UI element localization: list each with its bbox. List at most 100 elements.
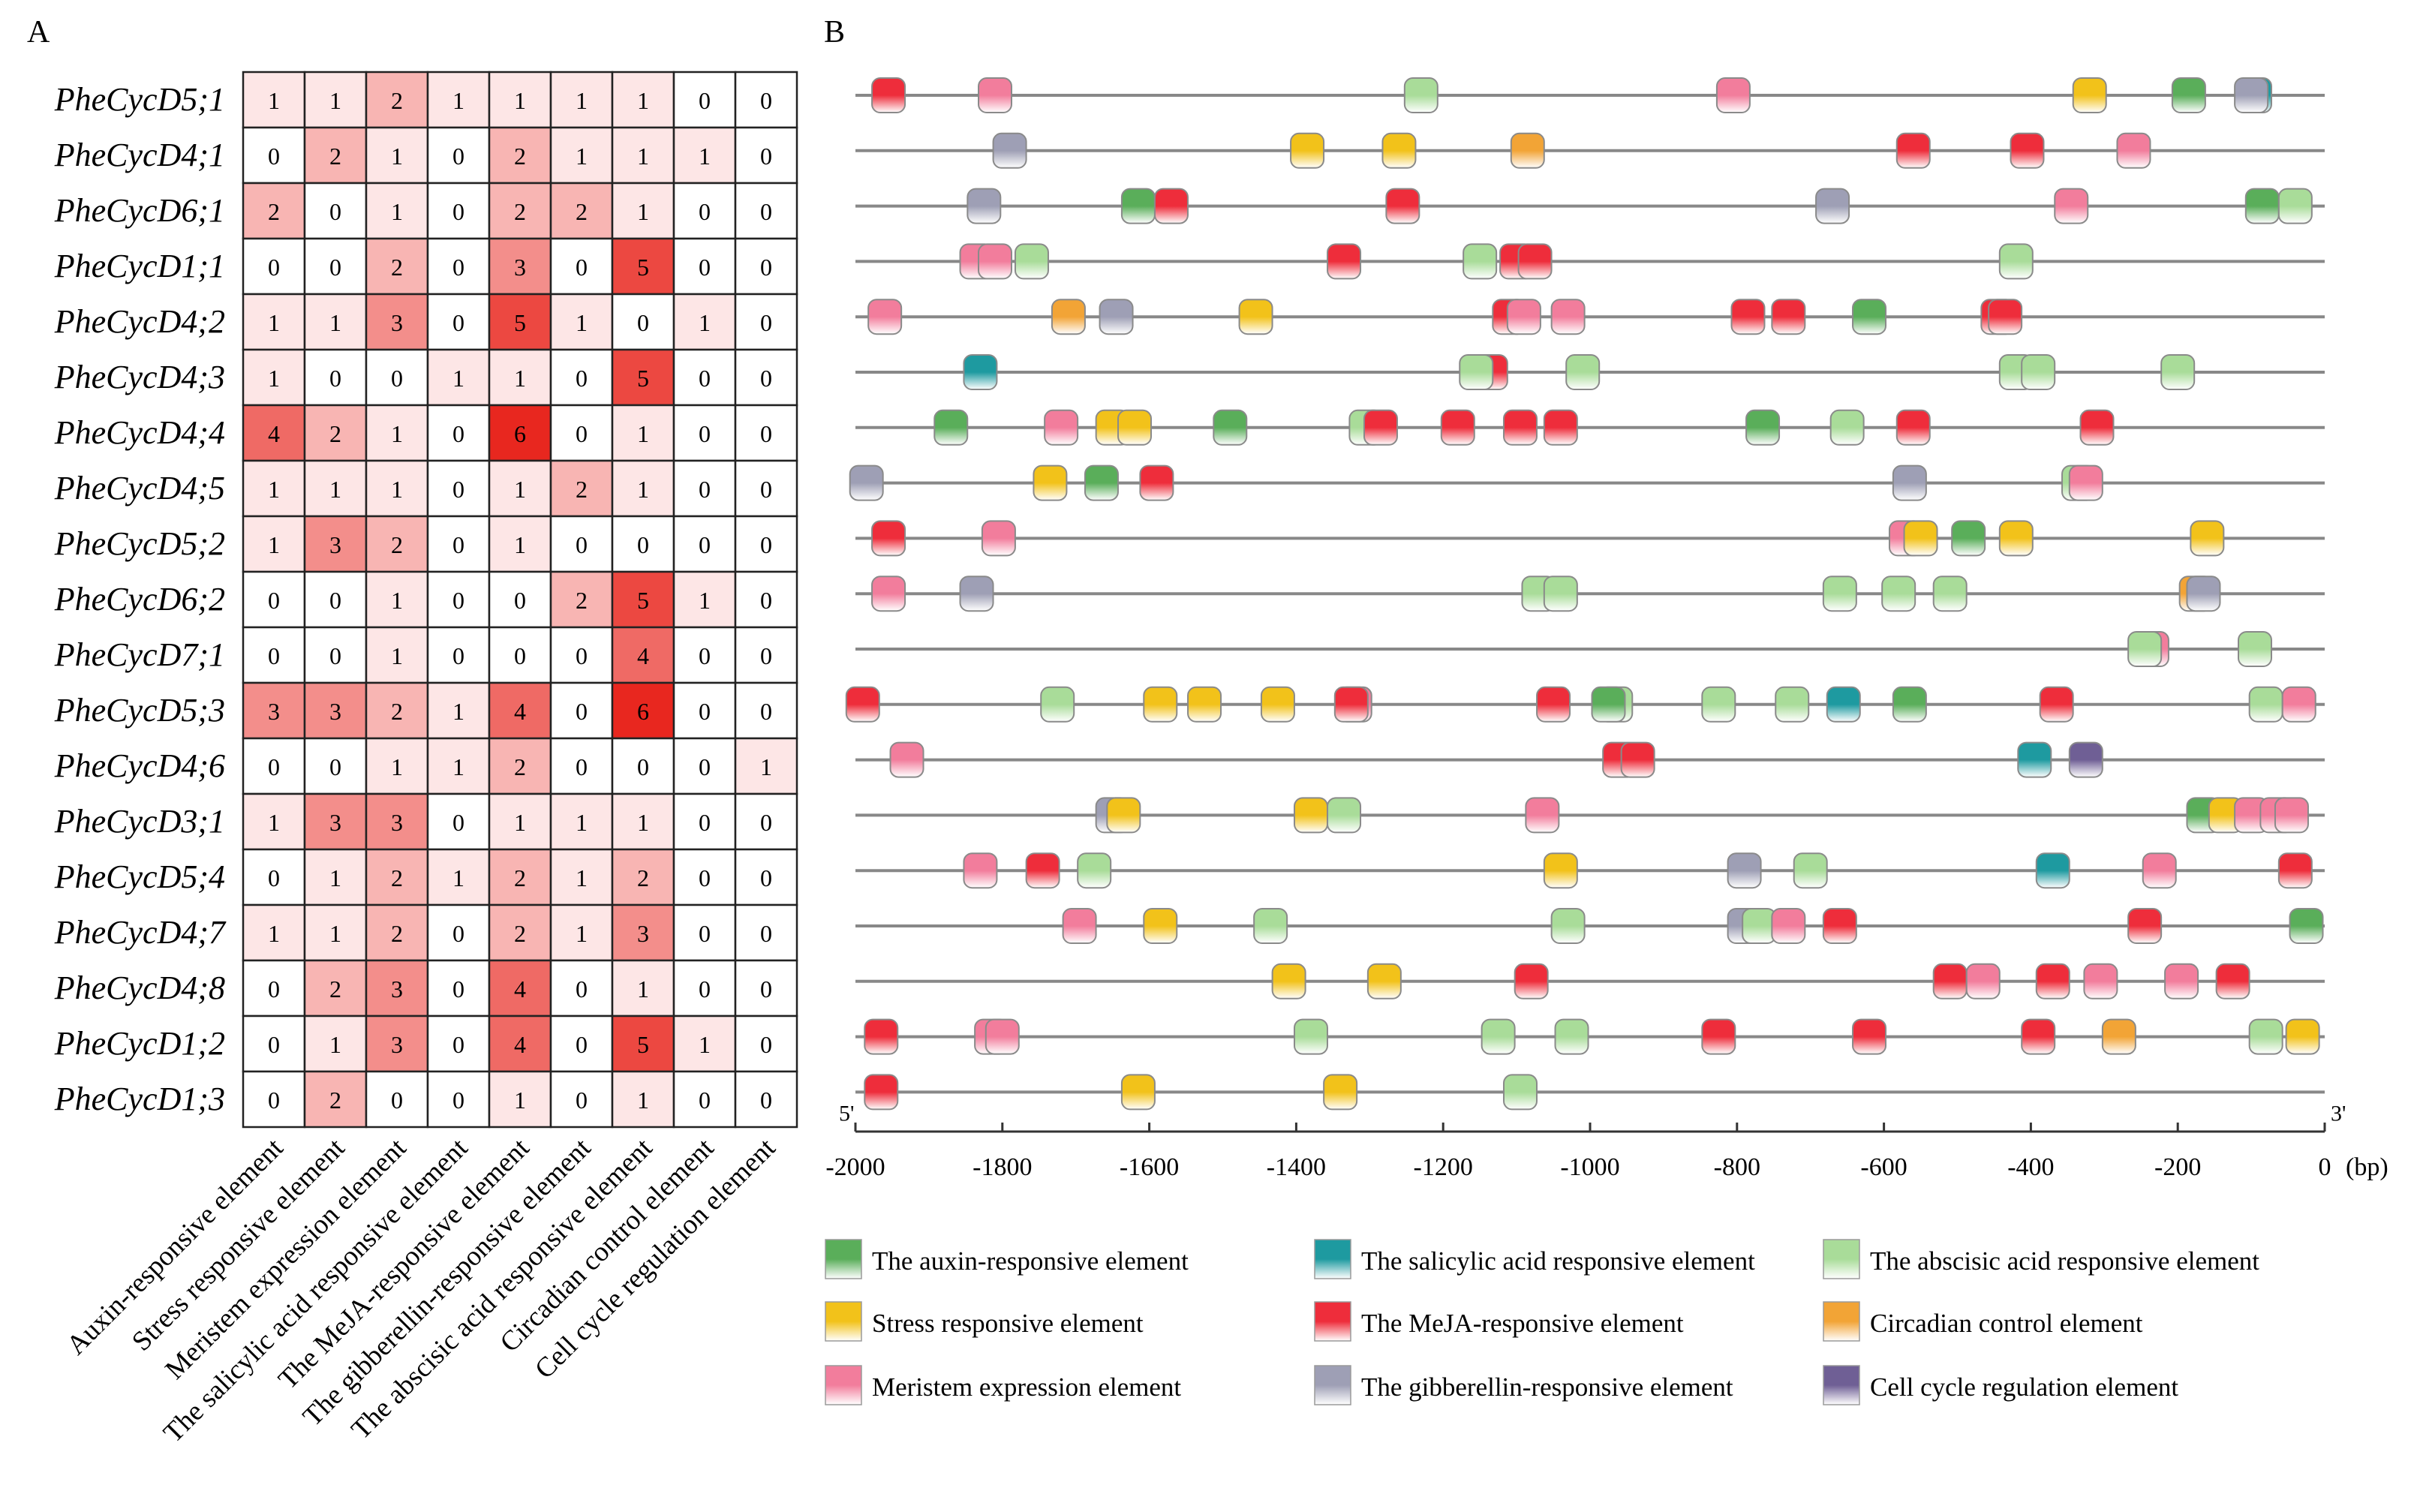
x-tick-label: -200 [2154, 1153, 2201, 1181]
heatmap-cell-value: 3 [268, 698, 280, 725]
heatmap-cell-value: 2 [329, 143, 341, 170]
legend-label: Meristem expression element [872, 1372, 1181, 1402]
heatmap-cell [734, 570, 798, 629]
motif-gibberellin [1099, 299, 1134, 335]
motif-gibberellin [967, 188, 1002, 224]
motif-meristem [2083, 963, 2118, 999]
heatmap-cell-value: 3 [391, 309, 403, 336]
heatmap-cell-value: 2 [576, 476, 588, 503]
x-axis-unit: (bp) [2346, 1153, 2388, 1181]
motif-meja [2010, 132, 2045, 169]
gene-label: PheCycD4;4 [54, 414, 225, 451]
motif-salicylic [2017, 741, 2052, 778]
heatmap-cell [365, 848, 429, 906]
heatmap-cell-value: 0 [699, 809, 711, 836]
heatmap-cell-value: 1 [637, 87, 649, 114]
heatmap-cell-value: 0 [268, 1031, 280, 1058]
heatmap-cell [734, 459, 798, 518]
motif-stress [2072, 77, 2107, 113]
motif-meristem [1044, 409, 1079, 446]
heatmap-cell-value: 0 [268, 753, 280, 780]
heatmap-cell [242, 404, 306, 462]
motif-meristem [2068, 464, 2103, 501]
heatmap-cell-value: 0 [452, 1031, 464, 1058]
heatmap-cell-value: 0 [329, 753, 341, 780]
heatmap-cell-value: 0 [452, 642, 464, 669]
heatmap-cell [734, 348, 798, 407]
legend-swatch-stress [825, 1301, 862, 1342]
motif-meristem [981, 520, 1016, 557]
heatmap-cell-value: 3 [637, 920, 649, 947]
five-prime-label: 5' [839, 1101, 854, 1126]
legend-label: The auxin-responsive element [872, 1246, 1189, 1276]
heatmap-cell-value: 0 [452, 809, 464, 836]
motif-meja [864, 1074, 899, 1111]
heatmap-cell-value: 0 [760, 476, 772, 503]
heatmap-cell-value: 0 [514, 587, 526, 614]
legend-swatch-auxin [825, 1239, 862, 1279]
heatmap-cell [672, 71, 737, 129]
heatmap-cell-value: 1 [637, 809, 649, 836]
heatmap-cell [303, 737, 368, 795]
heatmap-cell-value: 0 [760, 1087, 772, 1114]
heatmap-cell [365, 182, 429, 240]
heatmap-cell-value: 0 [576, 753, 588, 780]
motif-meristem [1550, 299, 1586, 335]
heatmap-cell-value: 0 [760, 642, 772, 669]
heatmap-cell-value: 1 [329, 87, 341, 114]
heatmap-cell-value: 0 [760, 309, 772, 336]
heatmap-cell [611, 1015, 675, 1073]
motif-meristem [2116, 132, 2151, 169]
heatmap-cell [734, 681, 798, 740]
motif-stress [1323, 1074, 1358, 1111]
motif-circadian [2101, 1018, 2136, 1055]
heatmap-cell [611, 903, 675, 962]
heatmap-cell-value: 0 [699, 476, 711, 503]
motif-gibberellin [992, 132, 1027, 169]
heatmap-cell-value: 0 [452, 254, 464, 281]
heatmap-cell [549, 626, 614, 684]
heatmap-cell-value: 5 [514, 309, 526, 336]
heatmap-cell-value: 2 [391, 87, 403, 114]
legend-label: The gibberellin-responsive element [1361, 1372, 1733, 1402]
motif-stress [1143, 686, 1178, 723]
heatmap-cell-value: 0 [391, 365, 403, 392]
heatmap-cell [488, 626, 552, 684]
motif-auxin [2244, 188, 2280, 224]
motif-gibberellin [959, 576, 994, 612]
motif-stress [1120, 1074, 1156, 1111]
heatmap-cell-value: 0 [452, 420, 464, 447]
heatmap-cell [365, 1015, 429, 1073]
motif-abscisic [1742, 908, 1777, 944]
heatmap-cell-value: 0 [452, 920, 464, 947]
heatmap-cell-value: 1 [452, 864, 464, 891]
heatmap-cell-value: 1 [699, 143, 711, 170]
motif-abscisic [2127, 631, 2163, 667]
heatmap-cell [734, 1070, 798, 1129]
motif-stress [1143, 908, 1178, 944]
heatmap-cell [242, 459, 306, 518]
gene-label: PheCycD6;2 [54, 581, 225, 618]
motif-auxin [1852, 299, 1887, 335]
legend-label: Cell cycle regulation element [1870, 1372, 2178, 1402]
heatmap-cell [549, 570, 614, 629]
motif-gibberellin [2234, 77, 2269, 113]
heatmap-cell-value: 2 [391, 864, 403, 891]
heatmap-cell [242, 848, 306, 906]
heatmap-cell-value: 1 [452, 698, 464, 725]
motif-abscisic [1701, 686, 1736, 723]
gene-label: PheCycD5;4 [54, 858, 225, 895]
heatmap-cell-value: 0 [514, 642, 526, 669]
heatmap-cell-value: 0 [452, 587, 464, 614]
heatmap-cell-value: 0 [760, 365, 772, 392]
gene-label: PheCycD1;3 [54, 1081, 225, 1117]
heatmap-cell [242, 1070, 306, 1129]
motif-stress [1998, 520, 2034, 557]
gene-label: PheCycD4;2 [54, 303, 225, 340]
motif-meja [1730, 299, 1766, 335]
heatmap-cell-value: 1 [637, 420, 649, 447]
heatmap-cell-value: 3 [329, 809, 341, 836]
legend-swatch-abscisic [1823, 1239, 1860, 1279]
heatmap-cell-value: 1 [637, 975, 649, 1002]
motif-meristem [978, 243, 1013, 280]
